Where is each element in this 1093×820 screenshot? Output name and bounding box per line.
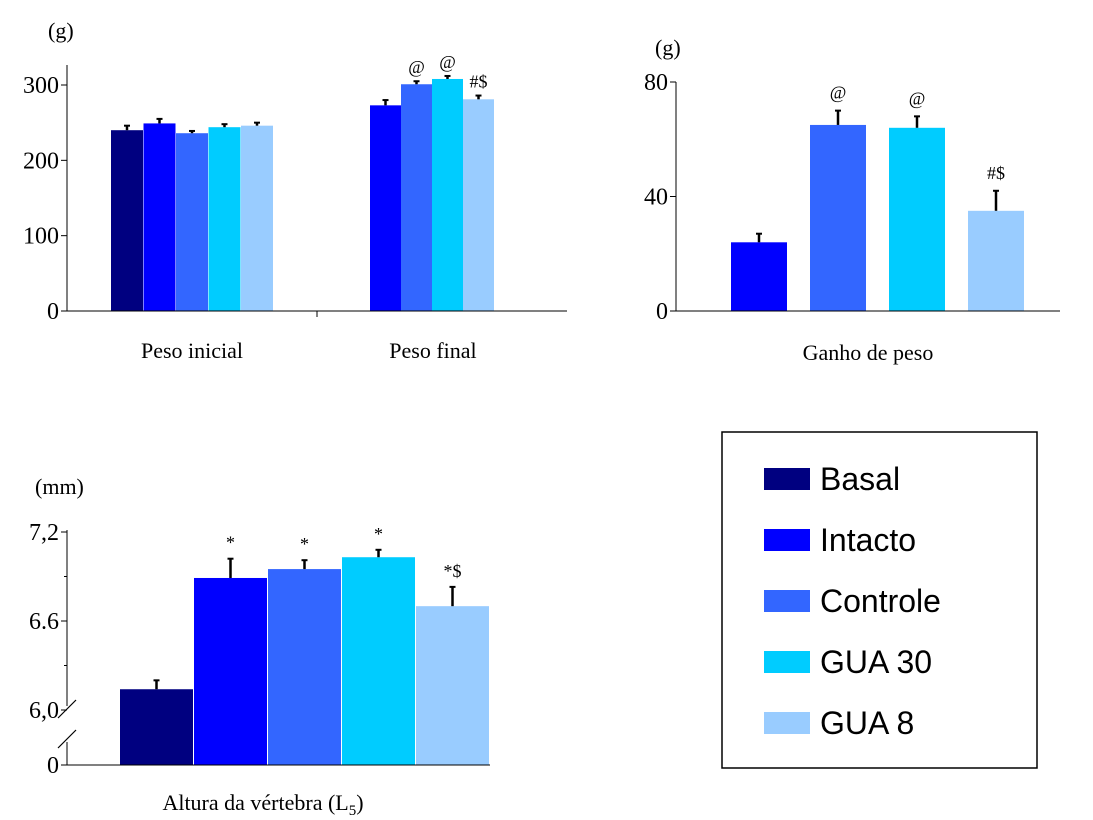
legend-label-controle: Controle [820, 583, 941, 619]
legend-swatch-intacto [764, 529, 810, 551]
weight-y-tick-label: 0 [47, 299, 59, 325]
weight-y-tick-label: 100 [23, 224, 59, 250]
annotation-controle-altura-da-v-rtebra-l5: * [300, 534, 309, 554]
bar-basal-altura-da-v-rtebra-l5 [120, 689, 193, 765]
bar-gua-30-altura-da-v-rtebra-l5 [342, 557, 415, 765]
bar-intacto-altura-da-v-rtebra-l5 [194, 577, 267, 765]
weight-y-tick-label: 300 [23, 73, 59, 99]
bar-controle-peso-inicial [176, 133, 208, 311]
annotation-gua-8-altura-da-v-rtebra-l5: *$ [444, 561, 462, 581]
bar-gua-8-ganho-de-peso [968, 210, 1024, 311]
legend-label-intacto: Intacto [820, 522, 916, 558]
gain-y-unit-label: (g) [655, 35, 681, 60]
weight-y-tick-label: 200 [23, 148, 59, 174]
height-y-tick-label: 0 [47, 753, 59, 779]
legend-label-gua-30: GUA 30 [820, 644, 932, 680]
annotation-gua-8-peso-final: #$ [470, 72, 488, 92]
legend-swatch-gua-30 [764, 651, 810, 673]
bar-intacto-ganho-de-peso [731, 242, 787, 311]
bar-gua-30-peso-final [432, 78, 463, 312]
gain-y-tick-label: 40 [644, 185, 668, 211]
bar-gua-30-peso-inicial [208, 127, 241, 311]
weight-y-unit-label: (g) [48, 18, 74, 43]
bar-basal-peso-inicial [111, 130, 143, 311]
legend-swatch-basal [764, 468, 810, 490]
axis-break-mark-bottom [57, 729, 77, 749]
bar-gua-8-peso-final [463, 99, 494, 312]
legend-label-basal: Basal [820, 461, 900, 497]
bar-controle-peso-final [401, 84, 432, 311]
gain-chart: (g) 0 40 80 @ @ #$ Ganho de peso [644, 35, 1060, 365]
annotation-gua-30-altura-da-v-rtebra-l5: * [374, 524, 383, 544]
x-label-peso-inicial: Peso inicial [141, 338, 243, 363]
x-label-ganho-de-peso: Ganho de peso [803, 340, 934, 365]
height-y-tick-label: 7,2 [29, 520, 59, 546]
height-y-tick-label: 6.6 [29, 609, 59, 635]
legend-swatch-gua-8 [764, 712, 810, 734]
weight-chart: (g) 0 100 200 300 @ @ #$ Peso inicial Peso fi… [23, 18, 567, 363]
gain-y-tick-label: 80 [644, 70, 668, 96]
bar-gua-30-ganho-de-peso [889, 127, 945, 311]
x-label-altura-da-vertebra: Altura da vértebra (L5) [162, 790, 363, 819]
bar-intacto-peso-inicial [143, 123, 176, 311]
annotation-controle-peso-final: @ [408, 57, 425, 77]
annotation-gua-8-ganho-de-peso: #$ [987, 163, 1005, 183]
annotation-controle-ganho-de-peso: @ [830, 83, 847, 103]
x-label-peso-final: Peso final [389, 338, 476, 363]
legend-swatch-controle [764, 590, 810, 612]
annotation-gua-30-ganho-de-peso: @ [909, 88, 926, 108]
annotation-gua-30-peso-final: @ [439, 52, 456, 72]
legend: Basal Intacto Controle GUA 30 GUA 8 [721, 431, 1038, 769]
height-y-tick-label: 6,0 [29, 698, 59, 724]
bar-controle-ganho-de-peso [810, 124, 866, 311]
bar-gua-8-peso-inicial [241, 125, 273, 312]
bar-intacto-peso-final [370, 105, 401, 311]
height-chart: (mm) 0 6,0 6.6 7,2 * * * *$ Altura da vértebra… [29, 474, 490, 819]
bar-controle-altura-da-v-rtebra-l5 [268, 569, 341, 765]
annotation-intacto-altura-da-v-rtebra-l5: * [226, 533, 235, 553]
gain-y-tick-label: 0 [656, 299, 668, 325]
axis-break-mark-top [57, 699, 77, 719]
legend-label-gua-8: GUA 8 [820, 705, 914, 741]
bar-gua-8-altura-da-v-rtebra-l5 [416, 606, 489, 765]
height-y-unit-label: (mm) [35, 474, 84, 499]
